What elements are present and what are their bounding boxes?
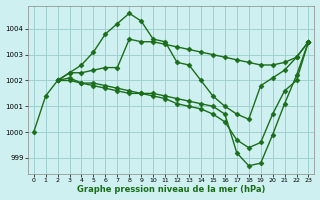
X-axis label: Graphe pression niveau de la mer (hPa): Graphe pression niveau de la mer (hPa) [77, 185, 265, 194]
